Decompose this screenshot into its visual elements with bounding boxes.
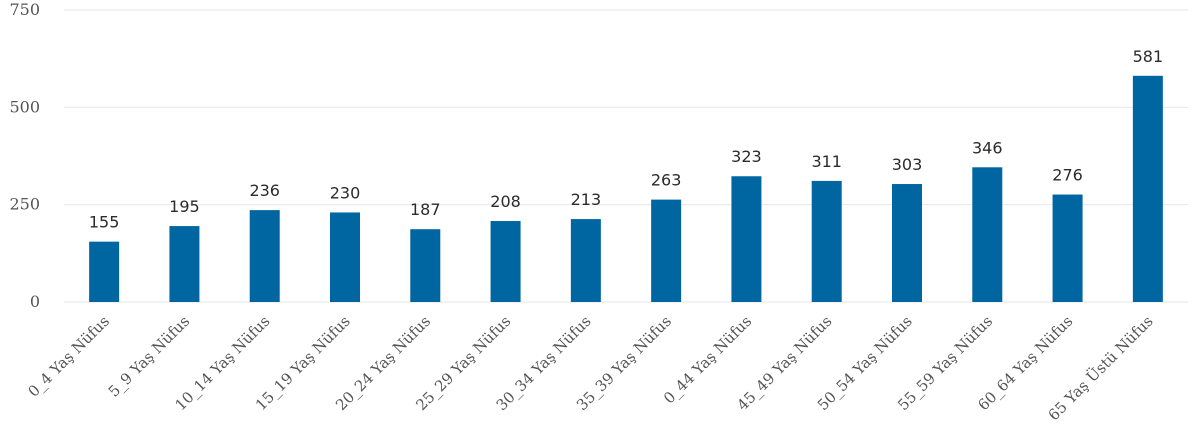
x-tick-label: 0_4 Yaş Nüfus	[24, 312, 113, 401]
y-tick-label: 0	[30, 292, 40, 311]
bar	[330, 212, 360, 302]
data-label: 208	[490, 192, 521, 211]
bar	[731, 176, 762, 302]
bar	[490, 221, 521, 302]
bar	[811, 180, 842, 302]
y-axis: 0 250 500 750	[9, 0, 40, 311]
data-label: 236	[249, 181, 280, 200]
data-label: 311	[811, 152, 842, 171]
data-label: 346	[972, 138, 1003, 157]
data-label: 213	[571, 190, 602, 209]
data-label: 276	[1052, 166, 1083, 185]
bar	[410, 229, 441, 302]
y-tick-label: 500	[9, 97, 40, 116]
data-label: 195	[169, 197, 200, 216]
data-label: 581	[1133, 47, 1164, 66]
y-tick-label: 250	[9, 195, 40, 214]
bar	[570, 219, 601, 302]
bar	[89, 241, 120, 302]
data-label: 303	[892, 155, 923, 174]
grid-lines	[64, 9, 1188, 303]
bars	[89, 75, 1163, 302]
bar	[1132, 75, 1163, 302]
data-labels: 155 195 236 230 187 208 213 263 323 311 303 346 276 5…	[89, 47, 1163, 232]
data-label: 263	[651, 171, 682, 190]
data-label: 187	[410, 200, 441, 219]
bar	[1052, 194, 1083, 302]
y-tick-label: 750	[9, 0, 40, 19]
data-label: 230	[330, 183, 361, 202]
bar	[972, 167, 1003, 302]
bar	[169, 226, 200, 302]
bar	[651, 199, 682, 302]
data-label: 155	[89, 213, 120, 232]
data-label: 323	[731, 147, 762, 166]
x-tick-label: 5_9 Yaş Nüfus	[105, 312, 194, 401]
bar	[249, 210, 280, 302]
bar	[892, 184, 922, 302]
